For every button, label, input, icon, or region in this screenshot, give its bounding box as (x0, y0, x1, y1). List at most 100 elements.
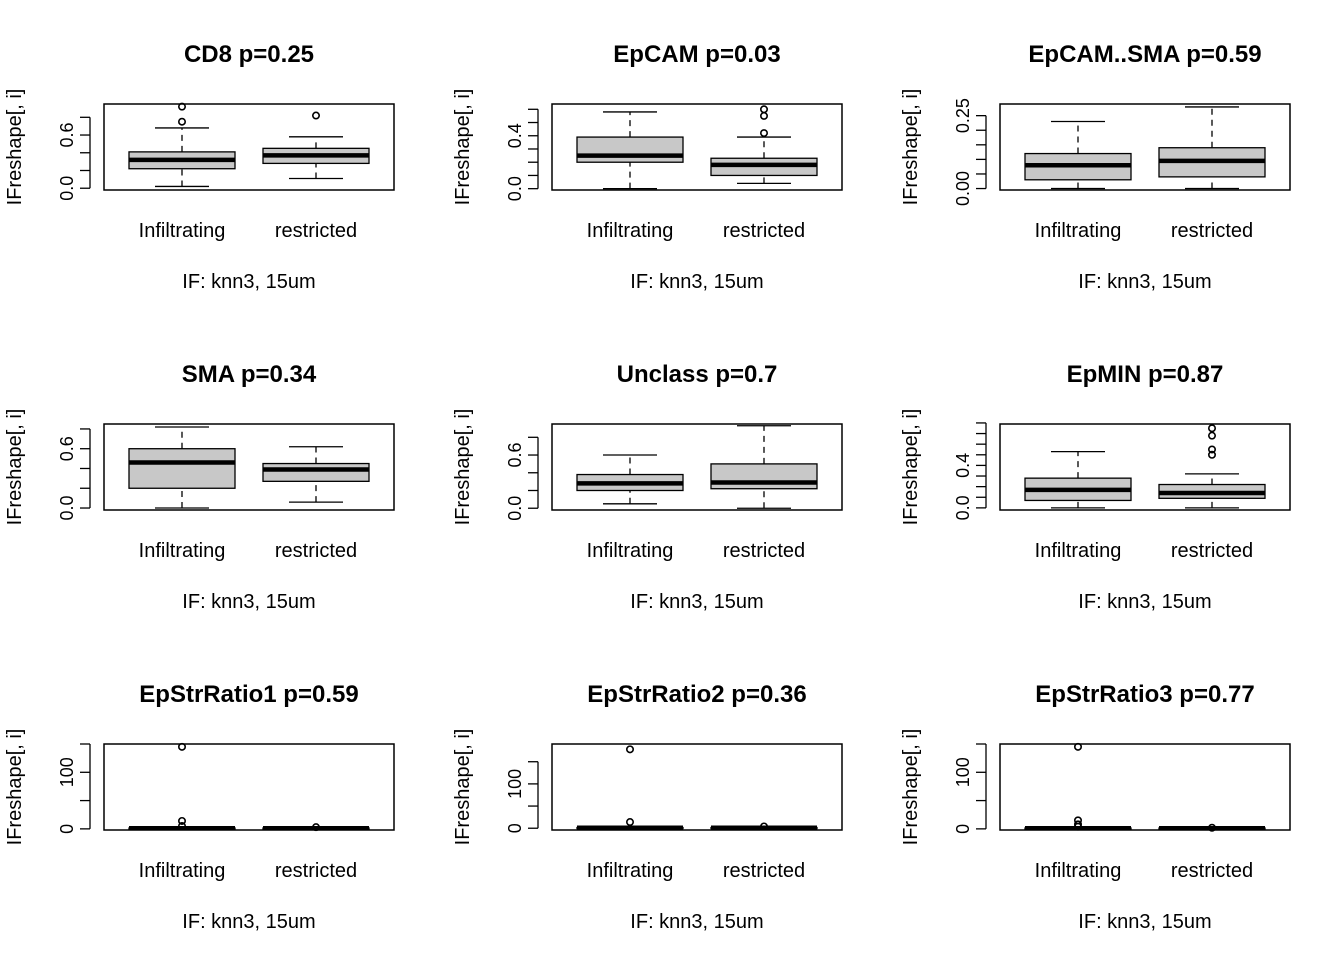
category-label: Infiltrating (1035, 860, 1122, 882)
box-restricted (262, 446, 370, 503)
plot-frame (103, 743, 395, 831)
panel-2: EpCAM p=0.03 IFreshape[, i] IF: knn3, 15um… (452, 41, 843, 293)
category-label: restricted (1171, 860, 1253, 882)
y-tick-label: 0.0 (57, 176, 77, 201)
category-label: Infiltrating (587, 860, 674, 882)
outlier-point (759, 105, 768, 114)
outlier-point (311, 111, 320, 120)
chart-title: EpCAM..SMA p=0.59 (1028, 41, 1261, 68)
box-infiltrating (1024, 120, 1132, 190)
y-tick-label: 0.6 (57, 436, 77, 461)
box-infiltrating (128, 426, 236, 509)
box-infiltrating (576, 454, 684, 505)
outlier-point (626, 818, 635, 827)
outlier-point (1074, 820, 1083, 829)
box-restricted (1158, 106, 1266, 190)
chart-title: CD8 p=0.25 (184, 41, 314, 68)
chart-title: Unclass p=0.7 (617, 361, 778, 388)
outlier-point (626, 745, 635, 754)
x-axis-label: IF: knn3, 15um (630, 591, 763, 613)
chart-title: EpStrRatio1 p=0.59 (139, 681, 358, 708)
category-label: restricted (723, 540, 805, 562)
y-axis-label: IFreshape[, i] (4, 89, 26, 206)
box-restricted (710, 105, 818, 185)
plot-frame (999, 423, 1291, 511)
outlier-point (1207, 450, 1216, 459)
plot-frame (999, 743, 1291, 831)
y-tick-label: 0.6 (57, 123, 77, 148)
y-tick-label: 0.4 (505, 123, 525, 148)
box-restricted (1158, 424, 1266, 509)
y-tick-label: 100 (57, 757, 77, 787)
x-axis-label: IF: knn3, 15um (630, 271, 763, 293)
box-infiltrating (576, 111, 684, 190)
iqr-box (128, 448, 236, 489)
x-axis-label: IF: knn3, 15um (1078, 271, 1211, 293)
chart-title: SMA p=0.34 (182, 361, 317, 388)
y-axis-label: IFreshape[, i] (900, 89, 922, 206)
iqr-box (710, 463, 818, 490)
box-restricted (710, 822, 818, 831)
y-axis-label: IFreshape[, i] (452, 729, 474, 846)
plot-frame (103, 103, 395, 191)
chart-title: EpStrRatio2 p=0.36 (587, 681, 806, 708)
y-tick-label: 0.00 (953, 171, 973, 206)
category-label: Infiltrating (587, 540, 674, 562)
panel-5: Unclass p=0.7 IFreshape[, i] IF: knn3, 15u… (452, 361, 843, 613)
y-tick-label: 100 (505, 769, 525, 799)
box-restricted (262, 823, 370, 832)
outlier-point (178, 822, 187, 831)
box-infiltrating (1024, 450, 1132, 509)
plot-frame (103, 423, 395, 511)
category-label: restricted (275, 860, 357, 882)
chart-title: EpCAM p=0.03 (613, 41, 780, 68)
category-label: restricted (723, 860, 805, 882)
category-label: Infiltrating (139, 860, 226, 882)
category-label: Infiltrating (139, 220, 226, 242)
category-label: Infiltrating (139, 540, 226, 562)
y-tick-label: 0.4 (953, 453, 973, 478)
y-axis-label: IFreshape[, i] (4, 409, 26, 526)
box-infiltrating (128, 102, 236, 188)
y-tick-label: 0 (505, 823, 525, 833)
category-label: restricted (275, 220, 357, 242)
plot-frame (999, 103, 1291, 191)
y-tick-label: 0.6 (505, 443, 525, 468)
category-label: Infiltrating (587, 220, 674, 242)
box-restricted (262, 111, 370, 180)
y-axis-label: IFreshape[, i] (900, 729, 922, 846)
outlier-point (759, 111, 768, 120)
y-tick-label: 0 (953, 824, 973, 834)
chart-title: EpStrRatio3 p=0.77 (1035, 681, 1254, 708)
x-axis-label: IF: knn3, 15um (1078, 911, 1211, 933)
box-restricted (710, 425, 818, 509)
outlier-point (1207, 431, 1216, 440)
x-axis-label: IF: knn3, 15um (1078, 591, 1211, 613)
outlier-point (1207, 823, 1216, 832)
iqr-box (262, 462, 370, 482)
y-tick-label: 0.0 (505, 176, 525, 201)
panel-6: EpMIN p=0.87 IFreshape[, i] IF: knn3, 15um… (900, 361, 1291, 613)
panel-8: EpStrRatio2 p=0.36 IFreshape[, i] IF: knn3… (452, 681, 843, 933)
y-tick-label: 0.0 (57, 496, 77, 521)
y-axis-label: IFreshape[, i] (4, 729, 26, 846)
y-axis-label: IFreshape[, i] (452, 409, 474, 526)
panel-9: EpStrRatio3 p=0.77 IFreshape[, i] IF: knn3… (900, 681, 1291, 933)
box-infiltrating (576, 745, 684, 831)
category-label: restricted (1171, 220, 1253, 242)
y-axis-label: IFreshape[, i] (452, 89, 474, 206)
x-axis-label: IF: knn3, 15um (630, 911, 763, 933)
plot-frame (551, 423, 843, 511)
category-label: restricted (275, 540, 357, 562)
outlier-point (1074, 816, 1083, 825)
category-label: Infiltrating (1035, 540, 1122, 562)
x-axis-label: IF: knn3, 15um (182, 591, 315, 613)
outlier-point (178, 816, 187, 825)
outlier-point (759, 129, 768, 138)
panel-3: EpCAM..SMA p=0.59 IFreshape[, i] IF: knn3,… (900, 41, 1291, 293)
y-axis-label: IFreshape[, i] (900, 409, 922, 526)
y-tick-label: 0.0 (505, 496, 525, 521)
x-axis-label: IF: knn3, 15um (182, 271, 315, 293)
category-label: Infiltrating (1035, 220, 1122, 242)
